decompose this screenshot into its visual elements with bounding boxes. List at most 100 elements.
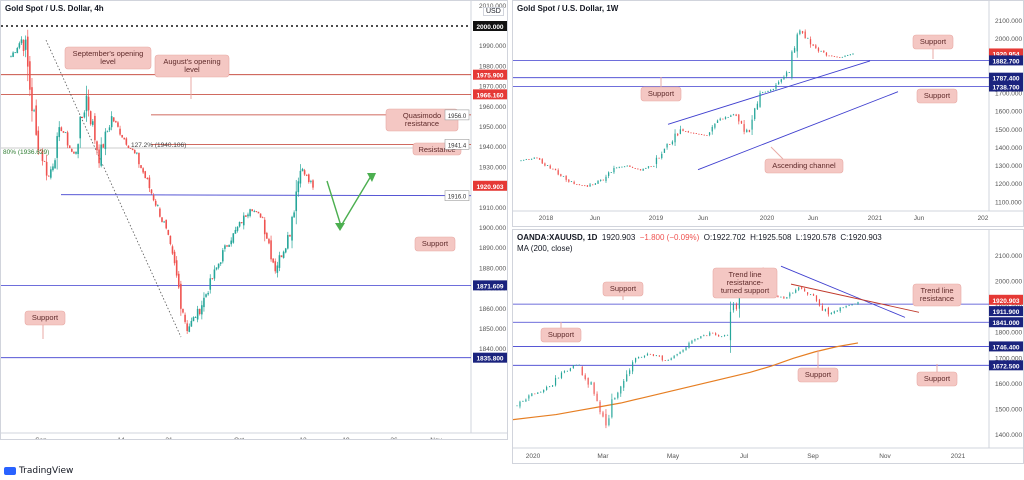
d1-callout-support-a: Support [610, 284, 637, 293]
d1-candle-body [812, 294, 815, 296]
w1-candle-body [626, 165, 628, 167]
chart-4h-canvas[interactable]: 2010.000 2000.000 1990.000 1980.000 1970.000… [1, 1, 508, 440]
w1-candle-body [847, 55, 849, 56]
w1-candle-body [530, 158, 533, 160]
h4-candle-body [219, 262, 222, 264]
d1-candle-body [818, 299, 821, 306]
w1-candle-body [735, 114, 737, 116]
h4-candle-body [129, 148, 132, 149]
h4-candle-body [64, 132, 67, 134]
d1-candle-body [798, 287, 800, 290]
w1-candle-body [695, 133, 697, 134]
w1-candle-body [764, 91, 767, 93]
w1-candle-body [708, 132, 711, 135]
d1-candle-body [854, 303, 856, 305]
h4-candle-body [205, 294, 207, 297]
w1-candle-body [716, 120, 719, 123]
w1-tag-1738-bg [989, 81, 1023, 92]
h4-candle-body [148, 177, 151, 189]
h4-candle-body [115, 121, 117, 123]
h4-dotted-trendline [45, 39, 182, 338]
d1-candle-body [534, 393, 536, 395]
d1-price-tick: 2000.000 [995, 279, 1022, 286]
d1-candle-body [658, 355, 660, 357]
w1-candle-body [706, 135, 708, 136]
w1-candle-body [836, 56, 838, 58]
h4-candle-body [293, 212, 295, 218]
h4-time-tick: 14 [117, 437, 125, 440]
d1-candle-body [700, 336, 702, 339]
w1-candle-body [711, 126, 713, 132]
h4-candle-body [261, 217, 264, 219]
w1-candle-body [586, 185, 589, 187]
h4-time-tick: 26 [390, 437, 398, 440]
chart-panel-1w[interactable]: 2100.0002000.0001900.0001800.0001700.000… [512, 0, 1024, 227]
h4-time-tick: Oct [234, 437, 244, 440]
h4-tag-1920-bg [473, 180, 507, 191]
h4-price-tick: 1900.000 [479, 225, 506, 232]
d1-candle-body [697, 338, 699, 340]
w1-callout-support-right: Support [924, 91, 951, 100]
h4-candle-body [102, 144, 105, 148]
h4-price-tick: 1890.000 [479, 245, 506, 252]
d1-price-tick: 1500.000 [995, 406, 1022, 413]
w1-candle-body [823, 50, 825, 53]
w1-candle-body [525, 159, 527, 160]
h4-tag-1920: 1920.903 [476, 184, 503, 191]
h4-candle-body [68, 145, 71, 149]
h4-candle-body [268, 239, 270, 244]
d1-candle-body [626, 374, 628, 382]
d1-price-tick: 1700.000 [995, 355, 1022, 362]
ma-indicator-label: MA (200, close) [517, 244, 573, 253]
w1-candle-body [623, 166, 626, 168]
h4-candle-body [45, 161, 48, 176]
w1-candle-body [732, 114, 735, 116]
h4-candle-body [213, 269, 216, 279]
tradingview-logo[interactable]: TradingView [4, 466, 73, 476]
d1-candle-body [806, 292, 809, 295]
d1-candle-body [611, 399, 613, 418]
d1-candle-body [528, 395, 530, 399]
chart-panel-1d[interactable]: 2100.0002000.0001900.0001800.0001700.000… [512, 229, 1024, 464]
d1-candle-body [723, 335, 726, 337]
w1-candle-body [597, 181, 599, 184]
h4-candle-body [50, 169, 52, 178]
h4-tag-1975: 1975.900 [476, 73, 503, 80]
w1-candle-body [671, 141, 674, 144]
w1-candle-body [576, 184, 578, 185]
d1-candle-body [602, 412, 604, 417]
w1-candle-body [754, 108, 756, 120]
d1-candle-body [801, 287, 803, 289]
w1-candle-body [528, 159, 530, 160]
w1-candle-body [554, 168, 557, 171]
d1-candle-body [780, 296, 782, 298]
h4-candle-body [299, 170, 302, 184]
w1-candle-body [568, 179, 570, 182]
w1-candle-body [807, 37, 809, 39]
h4-candle-body [232, 233, 235, 243]
h4-candle-body [259, 213, 262, 218]
h4-tag-1966: 1966.160 [476, 92, 503, 99]
d1-candle-body [824, 309, 826, 311]
chart-1w-canvas[interactable]: 2100.0002000.0001900.0001800.0001700.000… [513, 1, 1024, 227]
d1-candle-body [679, 351, 681, 354]
w1-candle-body [783, 76, 785, 80]
chart-panel-4h[interactable]: 2010.000 2000.000 1990.000 1980.000 1970.000… [0, 0, 508, 440]
w1-time-tick: 2021 [868, 215, 883, 222]
d1-candle-body [848, 305, 850, 307]
d1-candle-body [786, 297, 788, 299]
h4-candle-body [270, 240, 272, 260]
h4-candle-body [165, 219, 167, 229]
w1-candle-body [565, 175, 567, 180]
w1-candle-body [682, 129, 684, 132]
d1-candle-body [735, 304, 738, 310]
w1-candle-body [841, 56, 844, 58]
d1-candle-body [566, 370, 569, 372]
w1-candle-body [724, 117, 727, 119]
chart-1d-canvas[interactable]: 2100.0002000.0001900.0001800.0001700.000… [513, 230, 1024, 464]
h4-candle-body [152, 195, 155, 201]
d1-price-tick: 2100.000 [995, 253, 1022, 260]
w1-price-tick: 1200.000 [995, 181, 1022, 188]
h4-candle-body [280, 255, 283, 258]
h4-candle-body [224, 245, 226, 249]
